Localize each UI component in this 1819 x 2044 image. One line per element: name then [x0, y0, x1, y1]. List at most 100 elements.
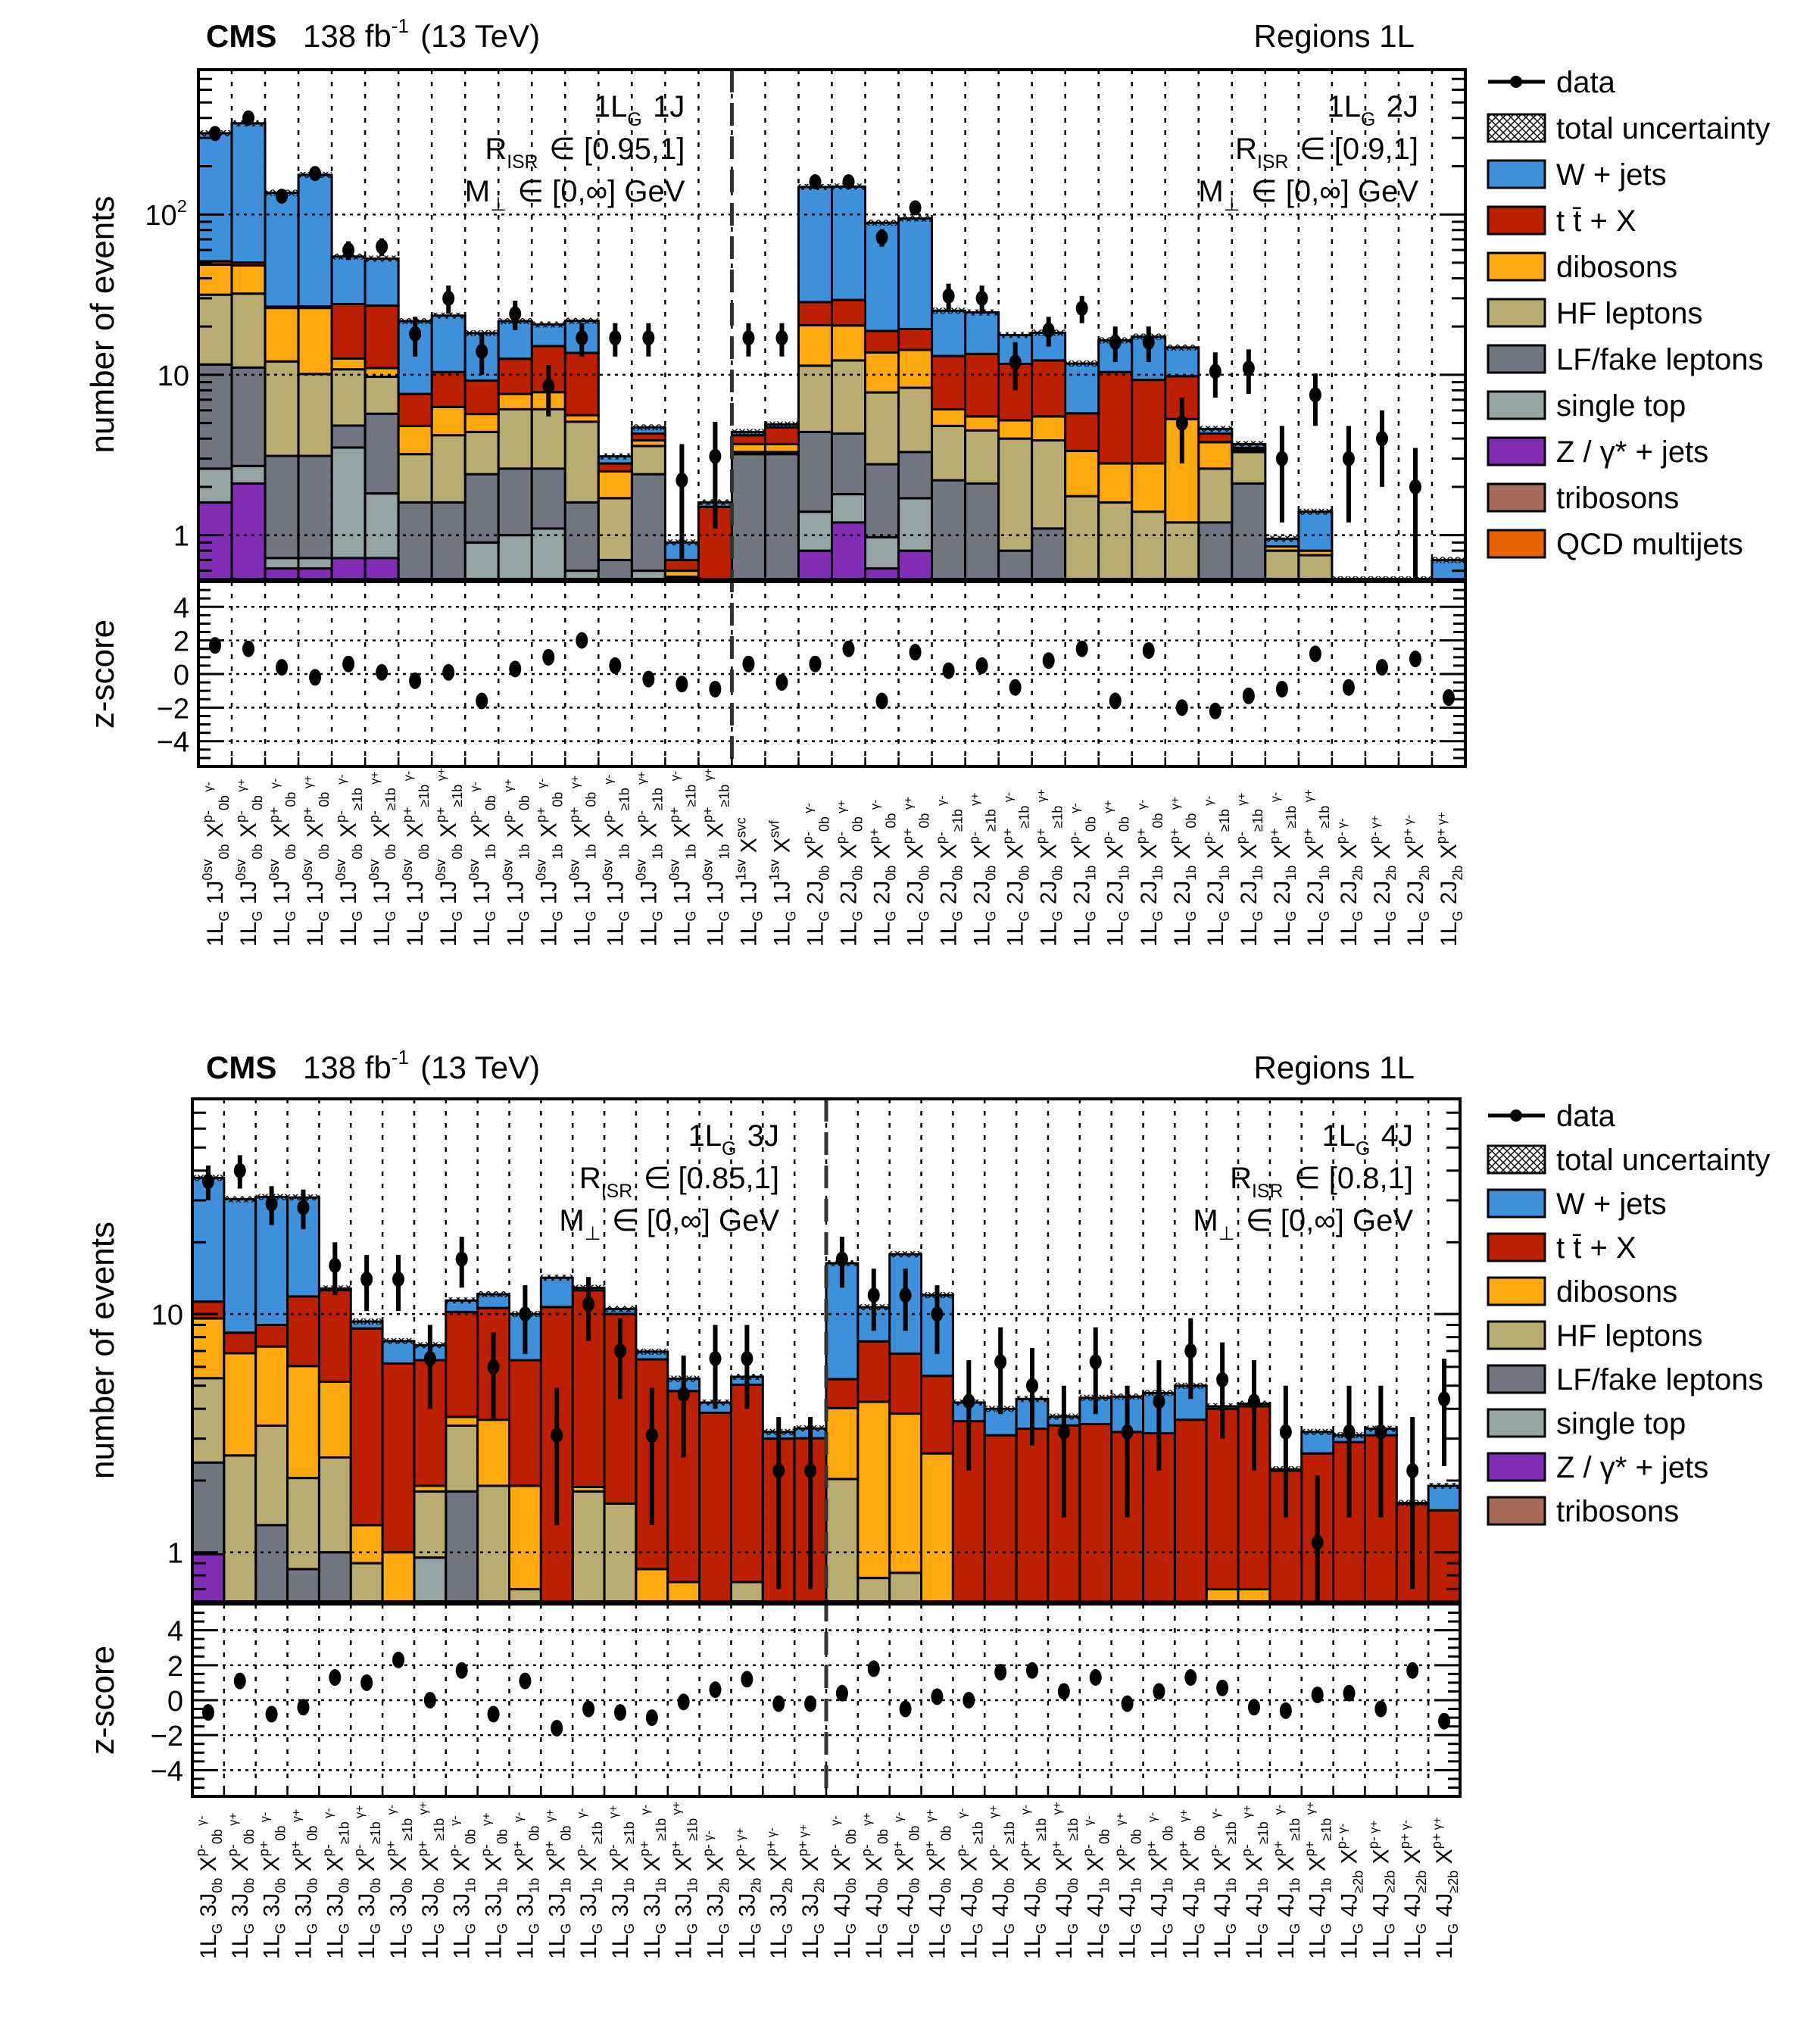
bar-segment — [931, 479, 967, 579]
luminosity-label: 138 fb-1 (13 TeV) — [303, 14, 540, 54]
regions-label: Regions 1L — [1254, 1050, 1415, 1085]
uncertainty-band — [1265, 535, 1299, 542]
zscore-point — [804, 1695, 817, 1712]
zscore-point — [519, 1672, 532, 1690]
bar-segment — [381, 1362, 416, 1554]
bar-segment — [330, 424, 367, 449]
bar-segment — [897, 348, 934, 389]
data-point — [1184, 1343, 1197, 1359]
data-point — [1343, 1424, 1356, 1440]
data-point — [487, 1359, 500, 1375]
color-swatch-icon — [1487, 1232, 1546, 1262]
y-axis-title: number of events — [84, 1222, 121, 1479]
bar-segment — [864, 391, 900, 466]
x-tick-label: 1LG 2J0b Xp-≥1b γ- — [934, 795, 966, 947]
legend-label: t t̄ + X — [1556, 204, 1636, 238]
data-point — [875, 229, 888, 245]
zscore-point — [875, 692, 888, 710]
zscore-point — [772, 1695, 785, 1712]
bar-segment — [508, 1587, 542, 1602]
legend-label: LF/fake leptons — [1556, 1363, 1764, 1396]
bar-segment — [698, 1412, 732, 1602]
bar-segment — [635, 1568, 669, 1602]
bar-segment — [363, 376, 400, 415]
zscore-point — [1309, 645, 1321, 663]
bar-segment — [1237, 1587, 1271, 1602]
bar-segment — [463, 430, 500, 476]
uncertainty-band — [565, 317, 599, 324]
data-point — [1142, 334, 1155, 350]
zscore-point — [963, 1692, 975, 1709]
bar-segment — [297, 567, 333, 579]
bar-segment — [397, 501, 433, 579]
zscore-point — [1442, 689, 1455, 707]
x-tick-label: 1LG 1J0sv1b Xp-0b γ- — [466, 782, 498, 947]
zscore-point — [1311, 1687, 1324, 1704]
legend-item: tribosons — [1487, 1495, 1679, 1528]
zscore-points — [209, 632, 1455, 719]
zscore-point — [360, 1674, 373, 1691]
bar-segment — [539, 1276, 574, 1309]
bar-segment — [463, 473, 500, 544]
annotation-line: 1LG 3J — [688, 1119, 780, 1159]
uncertainty-band — [635, 1348, 668, 1355]
zscore-point — [645, 1709, 658, 1727]
zscore-axis-title: z-score — [84, 619, 121, 729]
color-swatch-icon — [1487, 205, 1546, 236]
x-tick-label: 1LG 4J0b Xp-0b γ- — [827, 1815, 859, 1959]
bar-segment — [413, 1556, 448, 1602]
uncertainty-band — [477, 1291, 510, 1298]
uncertainty-band — [1301, 1428, 1334, 1435]
bar-segment — [597, 470, 633, 500]
cms-label: CMS — [206, 18, 276, 54]
x-tick-label: 1LG 4J0b Xp+0b γ+ — [922, 1809, 953, 1959]
bar-segment — [897, 549, 934, 579]
annotation-line: RISR ∈ [0.85,1] — [579, 1162, 779, 1202]
main-panel — [198, 120, 1465, 579]
bar-segment — [317, 1456, 352, 1554]
x-tick-label: 1LG 4J1b Xp-0b γ+ — [1112, 1812, 1144, 1959]
zscore-point — [1275, 680, 1288, 697]
zscore-point — [1109, 692, 1122, 710]
bar-segment — [1197, 521, 1234, 579]
data-marker-icon — [1510, 76, 1522, 88]
zscore-point — [376, 663, 388, 681]
zscore-point — [1406, 1662, 1419, 1679]
bar-segment — [797, 364, 833, 433]
x-tick-label: 1LG 1J0sv1b Xp+≥1b γ+ — [700, 768, 732, 947]
legend-item: data — [1488, 66, 1616, 99]
bar-segment — [1173, 1418, 1208, 1602]
uncertainty-band — [1428, 1482, 1460, 1489]
zscore-point — [1142, 641, 1155, 659]
zscore-point — [309, 669, 322, 686]
zscore-point — [642, 670, 655, 688]
bar-segment — [563, 351, 600, 417]
data-point — [1374, 1424, 1387, 1440]
data-point — [1311, 1534, 1324, 1550]
bar-segment — [797, 323, 833, 367]
bar-segment — [264, 192, 300, 308]
bar-segment — [763, 426, 800, 445]
zscore-point — [582, 1700, 595, 1718]
data-point — [1279, 1424, 1292, 1440]
bar-segment — [198, 501, 233, 579]
x-tick-label: 1LG 3J0b Xp+0b γ+ — [288, 1809, 320, 1959]
data-point — [1342, 451, 1355, 467]
zscore-point — [509, 660, 522, 678]
legend-label: HF leptons — [1556, 297, 1702, 330]
bar-segment — [666, 1581, 701, 1602]
bar-segment — [597, 497, 633, 561]
uncertainty-band — [1198, 426, 1232, 432]
legend-label: total uncertainty — [1556, 112, 1770, 145]
bar-segment — [831, 359, 867, 435]
bar-segment — [831, 324, 867, 362]
bar-segment — [1031, 527, 1067, 579]
bar-segment — [349, 1562, 384, 1602]
zscore-point — [741, 1671, 753, 1688]
data-point — [645, 1428, 658, 1443]
bar-segment — [997, 419, 1034, 440]
